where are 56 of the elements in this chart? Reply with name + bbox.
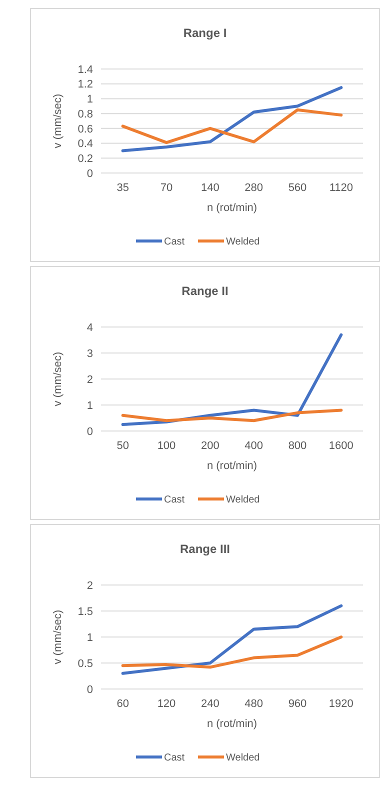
y-tick-label: 4 xyxy=(86,322,93,334)
y-tick-label: 0 xyxy=(86,168,93,180)
x-tick-label: 800 xyxy=(288,440,307,452)
chart-title: Range III xyxy=(180,542,230,556)
y-tick-label: 1 xyxy=(86,94,93,106)
x-axis-title: n (rot/min) xyxy=(206,718,258,730)
y-axis-title: v (mm/sec) xyxy=(52,352,64,406)
chart-title: Range II xyxy=(182,284,228,298)
x-tick-label: 400 xyxy=(244,440,264,452)
x-tick-label: 60 xyxy=(116,698,129,710)
y-tick-label: 0.2 xyxy=(78,152,93,165)
x-tick-label: 1600 xyxy=(328,440,354,452)
legend-label: Cast xyxy=(164,236,185,248)
x-tick-label: 960 xyxy=(288,698,307,710)
y-axis-title: v (mm/sec) xyxy=(52,610,64,664)
x-tick-label: 1920 xyxy=(328,698,354,710)
x-tick-label: 70 xyxy=(160,182,173,194)
y-axis-title: v (mm/sec) xyxy=(52,94,64,148)
y-tick-label: 0 xyxy=(86,426,93,438)
x-tick-label: 140 xyxy=(200,182,220,194)
legend-label: Welded xyxy=(226,236,260,248)
line-series xyxy=(121,636,343,669)
x-tick-label: 560 xyxy=(288,182,307,194)
y-tick-label: 0.6 xyxy=(78,123,93,136)
x-tick-label: 50 xyxy=(116,440,129,452)
y-tick-label: 3 xyxy=(86,348,93,360)
y-tick-label: 0.5 xyxy=(78,658,93,670)
x-tick-label: 280 xyxy=(244,182,264,194)
line-series xyxy=(121,86,343,152)
x-tick-label: 120 xyxy=(157,698,176,710)
legend-label: Cast xyxy=(164,494,185,506)
y-tick-label: 1 xyxy=(86,632,93,644)
x-tick-label: 100 xyxy=(157,440,176,452)
x-tick-label: 35 xyxy=(116,182,129,194)
y-tick-label: 0.8 xyxy=(78,108,93,120)
x-tick-label: 480 xyxy=(244,698,264,710)
y-tick-label: 1.4 xyxy=(78,64,93,76)
line-series xyxy=(121,408,343,422)
line-series xyxy=(121,604,343,675)
legend-label: Welded xyxy=(226,752,260,764)
line-series xyxy=(121,108,343,144)
y-tick-label: 2 xyxy=(86,374,93,386)
x-axis-title: n (rot/min) xyxy=(206,460,258,472)
y-tick-label: 2 xyxy=(86,580,93,592)
x-tick-label: 200 xyxy=(200,440,220,452)
y-tick-label: 0.4 xyxy=(78,138,93,150)
y-tick-label: 1.2 xyxy=(78,78,93,91)
x-tick-label: 1120 xyxy=(329,182,353,194)
legend-label: Cast xyxy=(164,752,185,764)
y-tick-label: 1.5 xyxy=(78,606,93,618)
legend-label: Welded xyxy=(226,494,260,506)
y-tick-label: 0 xyxy=(86,684,93,696)
chart-title: Range I xyxy=(183,26,227,40)
x-tick-label: 240 xyxy=(200,698,220,710)
y-tick-label: 1 xyxy=(86,400,93,412)
x-axis-title: n (rot/min) xyxy=(206,202,258,214)
